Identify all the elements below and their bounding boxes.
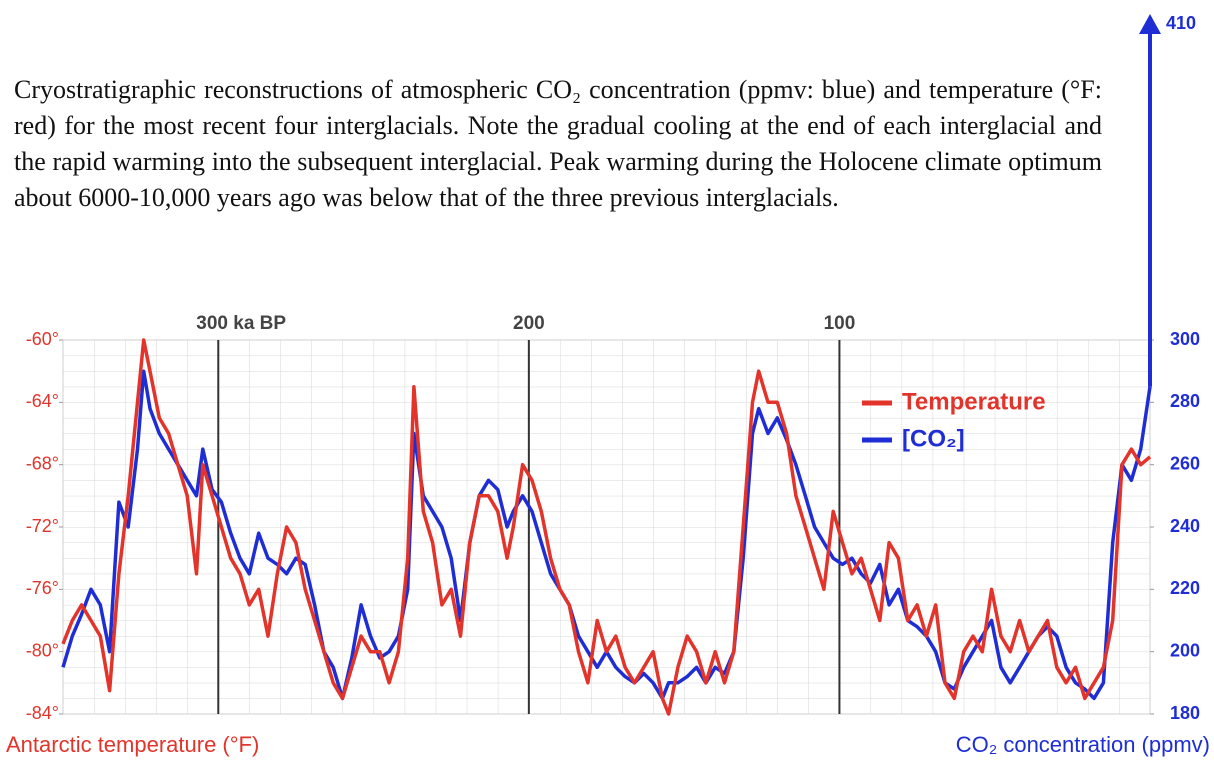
y2-tick-label: 200 bbox=[1170, 640, 1200, 660]
y-tick-label: -76° bbox=[26, 578, 59, 598]
y2-tick-label: 240 bbox=[1170, 516, 1200, 536]
y2-tick-label: 260 bbox=[1170, 453, 1200, 473]
y-tick-label: -72° bbox=[26, 516, 59, 536]
y-tick-label: -64° bbox=[26, 391, 59, 411]
series-line bbox=[61, 369, 1152, 701]
y-tick-label: -80° bbox=[26, 640, 59, 660]
y-tick-label: -84° bbox=[26, 703, 59, 723]
series-line bbox=[61, 338, 1152, 716]
y-tick-label: -60° bbox=[26, 329, 59, 349]
x-tick-label: 300 ka BP bbox=[196, 313, 286, 334]
co2-arrowhead bbox=[1139, 14, 1161, 34]
y-tick-label: -68° bbox=[26, 453, 59, 473]
y-axis-label: Antarctic temperature (°F) bbox=[6, 732, 259, 757]
co2-arrow-label: 410 bbox=[1166, 13, 1196, 33]
legend-label: [CO₂] bbox=[902, 425, 965, 452]
y2-tick-label: 280 bbox=[1170, 391, 1200, 411]
y2-tick-label: 180 bbox=[1170, 703, 1200, 723]
y2-tick-label: 220 bbox=[1170, 578, 1200, 598]
legend-label: Temperature bbox=[902, 388, 1046, 415]
x-tick-label: 200 bbox=[513, 313, 545, 334]
y2-tick-label: 300 bbox=[1170, 329, 1200, 349]
x-tick-label: 100 bbox=[824, 313, 856, 334]
y2-axis-label: CO₂ concentration (ppmv) bbox=[956, 732, 1210, 757]
caption: Cryostratigraphic reconstructions of atm… bbox=[14, 75, 1102, 212]
